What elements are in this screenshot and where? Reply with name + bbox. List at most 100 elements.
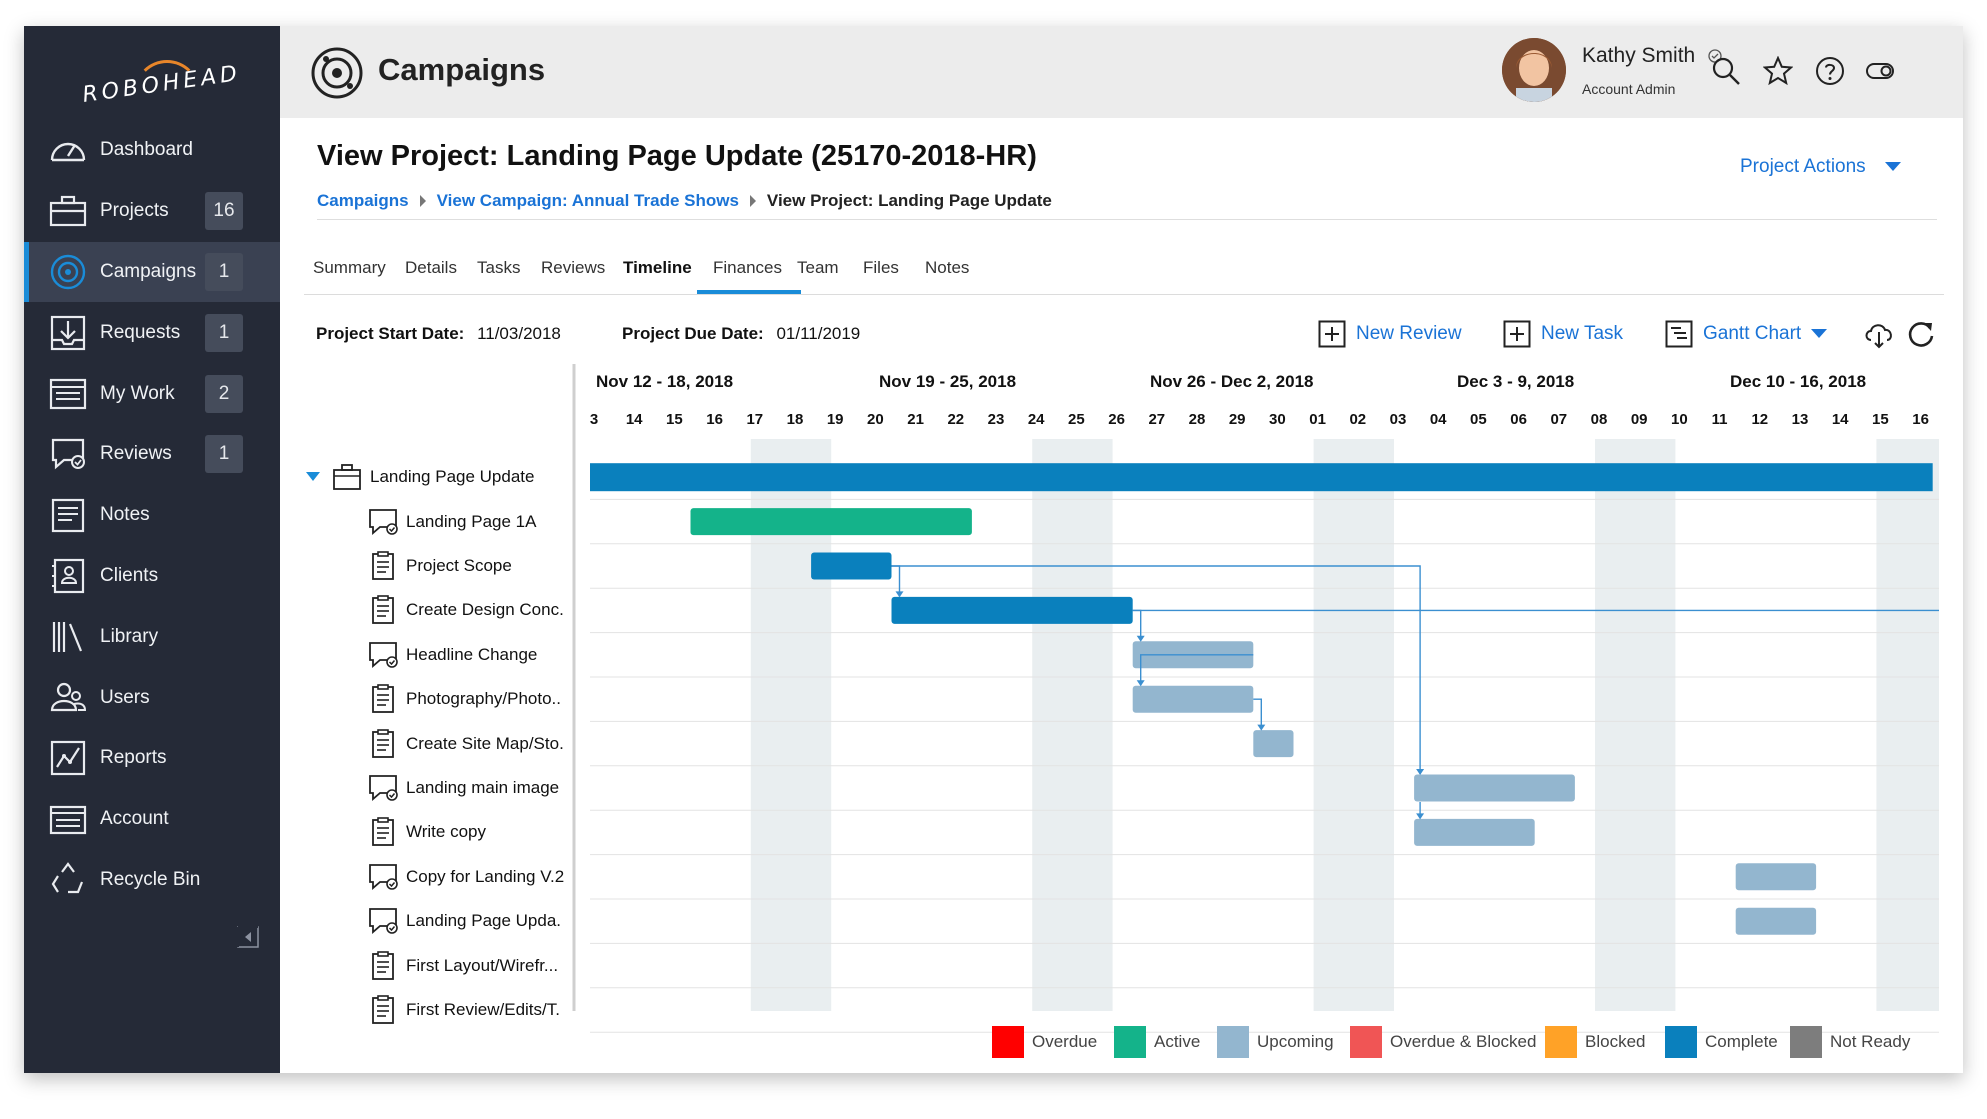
sidebar-item-label: Account (100, 808, 169, 830)
tree-task-row[interactable]: Landing Page Upda. (368, 901, 572, 941)
tab-files[interactable]: Files (863, 258, 899, 277)
caret-down-icon[interactable] (306, 472, 320, 482)
tab-tasks[interactable]: Tasks (477, 258, 521, 277)
gantt-bar (1735, 863, 1817, 891)
gantt-day-label: 12 (1751, 411, 1769, 428)
search-icon[interactable] (1711, 56, 1741, 86)
gantt-day-label: 02 (1349, 411, 1367, 428)
gantt-bar (1253, 730, 1294, 758)
tab-timeline[interactable]: Timeline (623, 258, 692, 277)
view-mode-dropdown[interactable]: Gantt Chart (1665, 318, 1828, 350)
tab-notes[interactable]: Notes (925, 258, 970, 277)
gantt-day-label: 17 (746, 411, 764, 428)
sidebar-nav: Dashboard Projects 16 Campaigns 1 Requests 1 My… (24, 120, 280, 910)
sidebar-item-my-work[interactable]: My Work 2 (24, 363, 280, 424)
top-header: Campaigns Kathy Smith Account Admin (280, 26, 1963, 118)
dependency-line (1253, 698, 1262, 730)
tree-task-row[interactable]: First Layout/Wirefr... (368, 946, 572, 986)
tree-task-row[interactable]: Copy for Landing V.2 (368, 857, 572, 897)
tab-team[interactable]: Team (797, 258, 839, 277)
gantt-day-label: 06 (1510, 411, 1527, 428)
tree-task-row[interactable]: Create Site Map/Sto. (368, 724, 572, 764)
project-actions-dropdown[interactable]: Project Actions (1740, 156, 1901, 178)
view-mode-label: Gantt Chart (1703, 323, 1802, 344)
dependency-arrow-icon (1416, 813, 1425, 820)
due-date-label: Project Due Date: (622, 324, 764, 343)
sidebar-item-reports[interactable]: Reports (24, 728, 280, 789)
avatar-portrait-icon (1502, 38, 1566, 102)
breadcrumb-view-campaign[interactable]: View Campaign: Annual Trade Shows (436, 191, 739, 210)
speedometer-icon (50, 143, 86, 162)
tree-task-row[interactable]: Headline Change (368, 635, 572, 675)
new-task-button[interactable]: New Task (1503, 318, 1623, 350)
plus-box-icon (1503, 320, 1531, 348)
gantt-day-label: 11 (1711, 411, 1728, 428)
gantt-day-label: 10 (1671, 411, 1688, 428)
new-task-label: New Task (1541, 323, 1624, 344)
project-start-date: Project Start Date: 11/03/2018 (316, 324, 561, 344)
sidebar: ROBOHEAD Dashboard Projects 16 Campaigns 1 Re… (24, 26, 280, 1073)
tree-task-row[interactable]: Landing main image (368, 768, 572, 808)
sidebar-item-clients[interactable]: Clients (24, 546, 280, 607)
keyboard-icon (49, 378, 87, 409)
weekend-column (1313, 439, 1394, 1011)
gantt-day-label: 20 (867, 411, 884, 428)
tab-summary[interactable]: Summary (313, 258, 386, 277)
refresh-icon[interactable] (1905, 318, 1937, 350)
legend-item-not-ready: Not Ready (1790, 1026, 1910, 1058)
chat-check-icon (51, 439, 85, 470)
briefcase-icon (49, 196, 87, 227)
tab-details[interactable]: Details (405, 258, 457, 277)
breadcrumb-campaigns[interactable]: Campaigns (317, 191, 409, 210)
tree-task-row[interactable]: Landing Page 1A (368, 502, 572, 542)
gantt-week-label: Dec 10 - 16, 2018 (1730, 372, 1867, 391)
sidebar-item-users[interactable]: Users (24, 667, 280, 728)
sidebar-item-recycle-bin[interactable]: Recycle Bin (24, 850, 280, 911)
sidebar-item-projects[interactable]: Projects 16 (24, 181, 280, 242)
collapse-sidebar-icon[interactable] (237, 926, 259, 948)
account-card-icon (49, 806, 87, 835)
sidebar-item-requests[interactable]: Requests 1 (24, 302, 280, 363)
star-icon[interactable] (1763, 56, 1793, 86)
tree-task-row[interactable]: Project Scope (368, 546, 572, 586)
sidebar-item-reviews[interactable]: Reviews 1 (24, 424, 280, 485)
gantt-day-label: 28 (1188, 411, 1206, 428)
gantt-day-label: 14 (1831, 411, 1849, 428)
tree-task-row[interactable]: Write copy (368, 812, 572, 852)
gantt-day-label: 01 (1309, 411, 1326, 428)
user-role: Account Admin (1582, 81, 1676, 97)
cloud-download-icon[interactable] (1863, 318, 1895, 350)
tree-row-label: Photography/Photo.. (406, 689, 562, 709)
legend-swatch (992, 1026, 1024, 1058)
clipboard-icon (372, 684, 394, 714)
sidebar-item-library[interactable]: Library (24, 606, 280, 667)
toggle-icon[interactable] (1865, 56, 1895, 86)
review-chat-icon (369, 908, 398, 935)
notepad-icon (51, 499, 85, 533)
tab-finances[interactable]: Finances (713, 258, 782, 277)
gantt-day-label: 3 (589, 411, 599, 428)
tree-row-label: Landing Page Update (370, 467, 535, 487)
tree-project-row[interactable]: Landing Page Update (306, 457, 572, 497)
help-icon[interactable] (1815, 56, 1845, 86)
sidebar-item-label: Users (100, 686, 150, 708)
sidebar-item-dashboard[interactable]: Dashboard (24, 120, 280, 181)
gantt-day-label: 08 (1590, 411, 1608, 428)
legend-swatch (1217, 1026, 1249, 1058)
tree-task-row[interactable]: Photography/Photo.. (368, 679, 572, 719)
sidebar-item-campaigns[interactable]: Campaigns 1 (24, 241, 280, 303)
tree-row-label: Headline Change (406, 644, 538, 664)
user-avatar[interactable] (1502, 38, 1566, 102)
sidebar-item-account[interactable]: Account (24, 789, 280, 850)
gantt-day-label: 16 (706, 411, 723, 428)
gantt-chart (572, 364, 1939, 1033)
robohead-logo[interactable]: ROBOHEAD (64, 52, 244, 122)
sidebar-item-notes[interactable]: Notes (24, 485, 280, 546)
tree-task-row[interactable]: First Review/Edits/T. (368, 990, 572, 1030)
new-review-button[interactable]: New Review (1318, 318, 1462, 350)
tree-task-row[interactable]: Create Design Conc. (368, 590, 572, 630)
tab-reviews[interactable]: Reviews (541, 258, 606, 277)
weekend-column (1032, 439, 1113, 1011)
gantt-bar (1414, 818, 1535, 846)
gantt-day-label: 22 (947, 411, 965, 428)
